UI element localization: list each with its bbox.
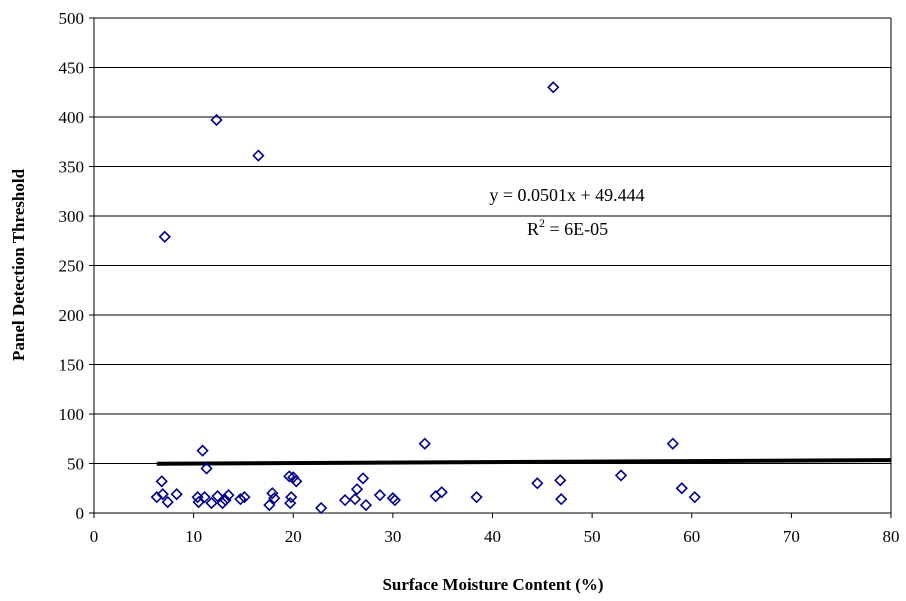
data-point-15	[216, 496, 229, 510]
r-squared-superscript: 2	[539, 216, 545, 230]
data-point-17	[222, 489, 235, 502]
data-point-23	[268, 492, 281, 505]
data-point-38	[418, 437, 431, 450]
tick-labels: 0 50 100 150 200 250 300 350 400 450 500 0 10 20 30 40 5…	[59, 9, 900, 546]
data-point-12	[205, 496, 218, 510]
data-point-5	[161, 495, 174, 509]
y-tick-label-300: 300	[59, 207, 85, 226]
x-tick-label-40: 40	[484, 527, 501, 546]
data-points	[150, 81, 701, 515]
trendline	[156, 458, 892, 466]
x-tick-label-10: 10	[185, 527, 202, 546]
data-point-47	[666, 437, 679, 450]
x-tick-label-60: 60	[683, 527, 700, 546]
data-point-37	[388, 493, 401, 507]
x-tick-label-80: 80	[883, 527, 900, 546]
data-point-6	[170, 488, 183, 501]
data-point-28	[290, 475, 303, 488]
data-point-26	[285, 491, 298, 504]
y-tick-label-150: 150	[59, 356, 85, 375]
data-point-2	[155, 475, 168, 488]
data-point-46	[614, 469, 628, 482]
y-tick-label-400: 400	[59, 108, 85, 127]
y-tick-label-250: 250	[59, 257, 85, 276]
data-point-31	[348, 493, 362, 506]
x-tick-label-0: 0	[90, 527, 99, 546]
data-point-25	[284, 496, 297, 510]
y-tick-label-450: 450	[59, 59, 85, 78]
trendline-group	[156, 458, 892, 466]
x-tick-label-30: 30	[384, 527, 401, 546]
x-axis-title: Surface Moisture Content (%)	[382, 575, 603, 594]
data-point-40	[435, 486, 448, 499]
data-point-19	[238, 491, 251, 504]
r-squared-value: = 6E-05	[545, 219, 608, 239]
data-point-29	[315, 501, 328, 515]
y-tick-label-200: 200	[59, 306, 85, 325]
data-point-41	[470, 491, 483, 504]
x-tick-label-50: 50	[584, 527, 601, 546]
y-tick-label-0: 0	[76, 504, 85, 523]
r-squared-annotation: R2 = 6E-05	[527, 216, 608, 239]
data-point-11	[200, 462, 213, 475]
data-point-24	[283, 470, 296, 483]
x-tick-label-20: 20	[285, 527, 302, 546]
data-point-35	[373, 489, 387, 502]
data-point-18	[234, 493, 247, 506]
y-tick-label-500: 500	[59, 9, 85, 28]
y-tick-label-100: 100	[59, 405, 85, 424]
data-point-49	[688, 491, 701, 504]
r-squared-prefix: R	[527, 219, 539, 239]
y-tick-label-50: 50	[67, 455, 84, 474]
data-point-34	[359, 498, 373, 512]
data-point-16	[219, 493, 232, 507]
data-point-21	[263, 498, 276, 512]
data-point-39	[429, 490, 442, 503]
data-point-44	[554, 474, 567, 487]
y-axis-title: Panel Detection Threshold	[9, 168, 28, 361]
data-point-32	[350, 483, 364, 496]
data-point-45	[555, 493, 568, 506]
y-tick-label-350: 350	[59, 158, 85, 177]
x-tick-label-70: 70	[783, 527, 800, 546]
data-point-10	[198, 491, 211, 504]
data-point-22	[266, 487, 279, 500]
gridlines	[94, 17, 891, 464]
equation-annotation: y = 0.0501x + 49.444	[489, 185, 644, 205]
data-point-30	[338, 493, 352, 507]
data-point-48	[675, 482, 688, 495]
data-point-4	[158, 230, 171, 243]
axes	[89, 17, 892, 518]
data-point-42	[531, 477, 544, 490]
data-point-20	[252, 149, 265, 162]
data-point-13	[210, 113, 223, 127]
data-point-3	[156, 488, 169, 501]
data-point-43	[547, 81, 560, 94]
data-point-9	[196, 444, 209, 457]
data-point-33	[356, 472, 370, 485]
data-point-14	[211, 490, 224, 503]
